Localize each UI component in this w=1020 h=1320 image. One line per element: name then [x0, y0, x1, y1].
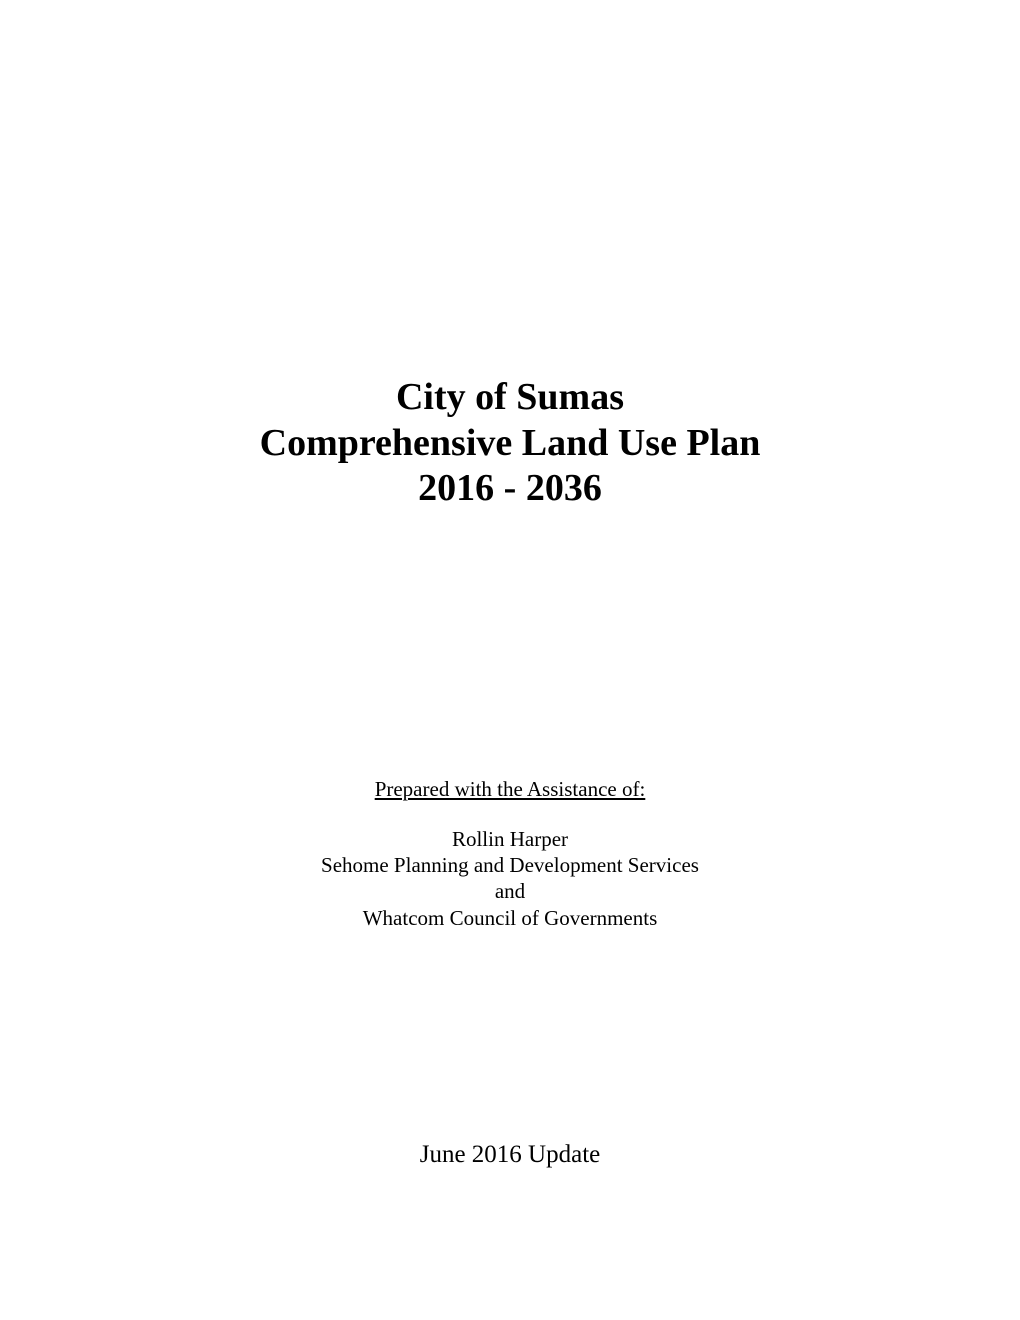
- prepared-block: Prepared with the Assistance of: Rollin …: [321, 777, 699, 931]
- title-line-1: City of Sumas: [260, 375, 761, 421]
- title-line-2: Comprehensive Land Use Plan: [260, 421, 761, 467]
- footer-text: June 2016 Update: [420, 1141, 601, 1169]
- document-page: City of Sumas Comprehensive Land Use Pla…: [0, 0, 1020, 1320]
- prepared-line-4: Whatcom Council of Governments: [321, 905, 699, 931]
- prepared-line-3: and: [321, 878, 699, 904]
- prepared-line-2: Sehome Planning and Development Services: [321, 852, 699, 878]
- prepared-line-1: Rollin Harper: [321, 826, 699, 852]
- title-block: City of Sumas Comprehensive Land Use Pla…: [260, 375, 761, 512]
- prepared-heading: Prepared with the Assistance of:: [321, 777, 699, 802]
- footer-block: June 2016 Update: [420, 1141, 601, 1169]
- title-line-3: 2016 - 2036: [260, 466, 761, 512]
